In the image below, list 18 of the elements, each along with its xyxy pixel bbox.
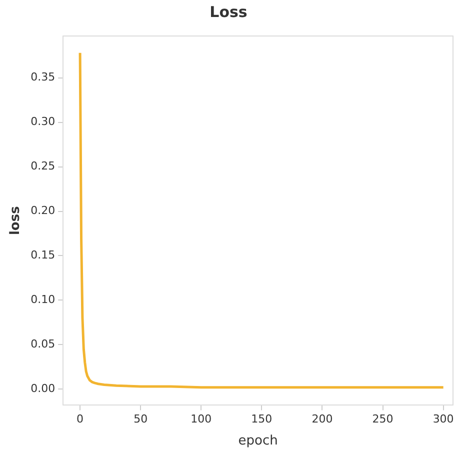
x-tick-label: 250	[372, 412, 394, 426]
chart-title: Loss	[210, 2, 248, 21]
y-tick-label: 0.00	[30, 382, 56, 396]
x-tick-label: 0	[76, 412, 84, 426]
x-tick-label: 150	[251, 412, 272, 426]
y-axis-title: loss	[8, 206, 24, 236]
y-tick-label: 0.30	[30, 115, 56, 128]
y-tick-label: 0.25	[30, 160, 56, 173]
y-tick-label: 0.20	[30, 204, 56, 218]
y-tick-label: 0.15	[30, 248, 56, 262]
x-tick-label: 300	[432, 412, 454, 426]
x-axis-title: epoch	[238, 434, 278, 449]
x-tick-label: 50	[134, 412, 148, 426]
x-tick-label: 100	[190, 412, 212, 426]
y-tick-label: 0.35	[30, 70, 56, 84]
y-tick-label: 0.10	[30, 293, 56, 306]
x-tick-label: 200	[312, 412, 333, 426]
y-tick-label: 0.05	[30, 338, 56, 351]
